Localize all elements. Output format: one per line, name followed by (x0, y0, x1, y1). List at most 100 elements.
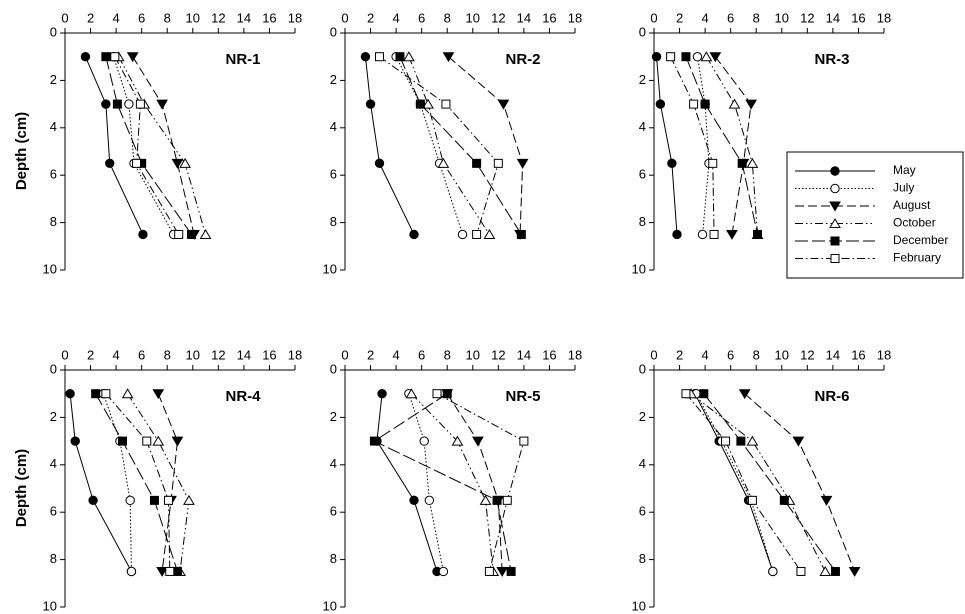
x-tick-label: 14 (826, 10, 840, 25)
marker (369, 436, 379, 446)
x-tick-label: 14 (237, 10, 251, 25)
y-tick-label: 6 (50, 167, 57, 182)
series-line (703, 393, 836, 572)
y-tick-label: 8 (50, 551, 57, 566)
marker (152, 435, 165, 446)
y-tick-label: 8 (330, 214, 337, 229)
x-tick-label: 0 (61, 10, 68, 25)
x-tick-label: 6 (727, 10, 734, 25)
y-tick-label: 4 (50, 119, 57, 134)
marker (737, 158, 747, 168)
marker (472, 436, 484, 447)
x-tick-label: 14 (517, 10, 531, 25)
y-tick-label: 8 (639, 214, 646, 229)
marker (135, 99, 145, 109)
y-tick-label: 10 (323, 598, 337, 613)
series-line (373, 393, 512, 572)
marker (738, 389, 751, 400)
series-line (705, 56, 758, 235)
x-tick-label: 12 (800, 347, 814, 362)
y-tick-label: 0 (330, 361, 337, 376)
marker (101, 99, 111, 109)
series-line (656, 56, 678, 235)
marker (792, 436, 805, 447)
marker (472, 158, 482, 168)
marker (506, 566, 516, 576)
marker (424, 495, 435, 506)
marker (819, 565, 832, 576)
marker (502, 495, 512, 505)
x-tick-label: 18 (568, 347, 582, 362)
marker (179, 157, 191, 168)
marker (829, 218, 841, 228)
series-line (114, 56, 180, 235)
marker (726, 229, 738, 240)
marker (126, 566, 137, 577)
series-line (395, 56, 464, 235)
series-line (408, 56, 490, 235)
x-tick-label: 6 (727, 347, 734, 362)
marker (829, 201, 841, 212)
marker (142, 436, 152, 446)
marker (171, 158, 184, 169)
marker (699, 389, 709, 399)
marker (451, 435, 464, 446)
marker (405, 388, 418, 399)
x-tick-label: 14 (517, 347, 531, 362)
y-tick-label: 0 (639, 361, 646, 376)
x-tick-label: 16 (542, 347, 556, 362)
x-tick-label: 14 (237, 347, 251, 362)
x-tick-label: 16 (851, 347, 865, 362)
y-tick-label: 4 (330, 119, 337, 134)
marker (365, 99, 376, 109)
y-tick-label: 10 (632, 261, 646, 276)
marker (672, 229, 682, 240)
marker (438, 566, 449, 577)
series-line (685, 393, 802, 572)
legend-label: February (893, 251, 941, 265)
x-tick-label: 2 (367, 347, 374, 362)
x-tick-label: 8 (444, 10, 451, 25)
y-tick-label: 4 (639, 119, 646, 134)
marker (112, 99, 122, 109)
series-line (694, 393, 774, 572)
x-tick-label: 18 (877, 347, 891, 362)
series-line (399, 56, 522, 235)
legend-label: July (893, 181, 914, 195)
x-tick-label: 6 (138, 347, 145, 362)
marker (409, 495, 419, 506)
x-tick-label: 14 (826, 347, 840, 362)
series-line (102, 393, 132, 572)
marker (156, 99, 168, 110)
x-tick-label: 16 (262, 347, 276, 362)
marker (667, 158, 677, 169)
x-tick-label: 10 (466, 347, 480, 362)
marker (124, 99, 134, 109)
marker (149, 495, 159, 505)
series-line (113, 56, 175, 235)
x-tick-label: 12 (491, 347, 505, 362)
marker (472, 229, 482, 239)
marker (152, 389, 165, 400)
x-tick-label: 0 (61, 347, 68, 362)
y-tick-label: 2 (50, 72, 57, 87)
marker (183, 494, 195, 505)
x-tick-label: 16 (262, 10, 276, 25)
y-tick-label: 2 (50, 409, 57, 424)
panel-title: NR-5 (505, 388, 540, 405)
series-line (105, 56, 192, 235)
marker (681, 389, 691, 399)
x-tick-label: 6 (418, 347, 425, 362)
marker (165, 566, 175, 576)
marker (708, 158, 718, 168)
series-line (436, 393, 525, 572)
legend-label: December (893, 233, 948, 247)
series-line (670, 56, 715, 235)
marker (374, 158, 385, 169)
marker (496, 566, 509, 577)
legend-label: May (893, 163, 916, 177)
x-tick-label: 12 (211, 347, 225, 362)
marker (830, 236, 840, 246)
marker (651, 52, 662, 62)
series-line (376, 393, 438, 572)
